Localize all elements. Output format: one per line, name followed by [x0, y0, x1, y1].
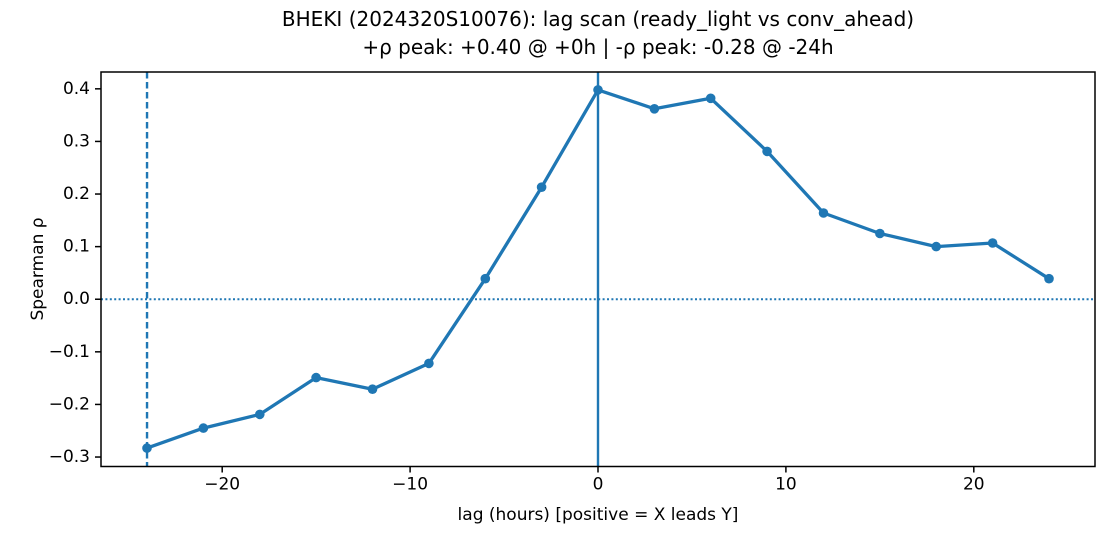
- x-tick-label: 20: [963, 475, 985, 495]
- data-point: [424, 358, 434, 369]
- data-point: [987, 238, 998, 248]
- data-point: [931, 241, 941, 252]
- chart-title-line1: BHEKI (2024320S10076): lag scan (ready_l…: [281, 7, 915, 31]
- y-tick-label: 0.0: [63, 289, 90, 309]
- x-tick-label: −20: [204, 475, 240, 495]
- y-tick-label: 0.2: [63, 184, 90, 204]
- data-point: [367, 384, 378, 395]
- plot-area: −20 −10 0 10 20 −0.3 −0.2 −0.1 0.0 0.1 0.2 0.3 0.4: [49, 71, 1096, 495]
- data-point: [875, 228, 885, 239]
- data-point: [762, 146, 772, 157]
- x-tick-label: 10: [775, 475, 797, 495]
- y-tick-label: −0.3: [49, 447, 90, 467]
- data-point: [536, 182, 547, 192]
- y-tick-label: −0.1: [49, 342, 90, 362]
- y-tick-label: −0.2: [49, 394, 90, 414]
- data-point: [142, 443, 152, 453]
- data-point: [593, 85, 603, 95]
- y-tick-label: 0.4: [63, 79, 90, 99]
- data-point: [649, 104, 660, 114]
- data-point: [480, 273, 491, 284]
- chart-title: BHEKI (2024320S10076): lag scan (ready_l…: [101, 6, 1095, 61]
- data-point: [1044, 273, 1054, 284]
- data-point: [311, 372, 321, 383]
- x-axis-label: lag (hours) [positive = X leads Y]: [457, 505, 739, 525]
- x-tick-label: −10: [392, 475, 428, 495]
- y-tick-label: 0.3: [63, 131, 90, 151]
- data-point: [255, 409, 265, 420]
- y-axis-label: Spearman ρ: [28, 217, 48, 321]
- y-tick-label: 0.1: [63, 237, 90, 257]
- chart-title-line2: +ρ peak: +0.40 @ +0h | -ρ peak: -0.28 @ …: [362, 34, 834, 59]
- data-point: [705, 93, 716, 104]
- x-tick-label: 0: [593, 475, 604, 495]
- data-point: [198, 423, 209, 433]
- data-point: [818, 208, 829, 218]
